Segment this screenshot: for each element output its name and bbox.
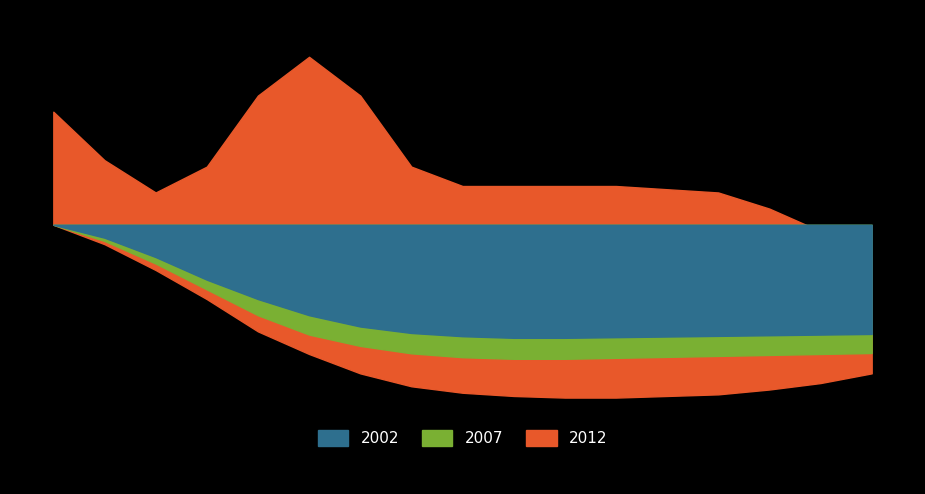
Legend: 2002, 2007, 2012: 2002, 2007, 2012 bbox=[312, 424, 613, 453]
